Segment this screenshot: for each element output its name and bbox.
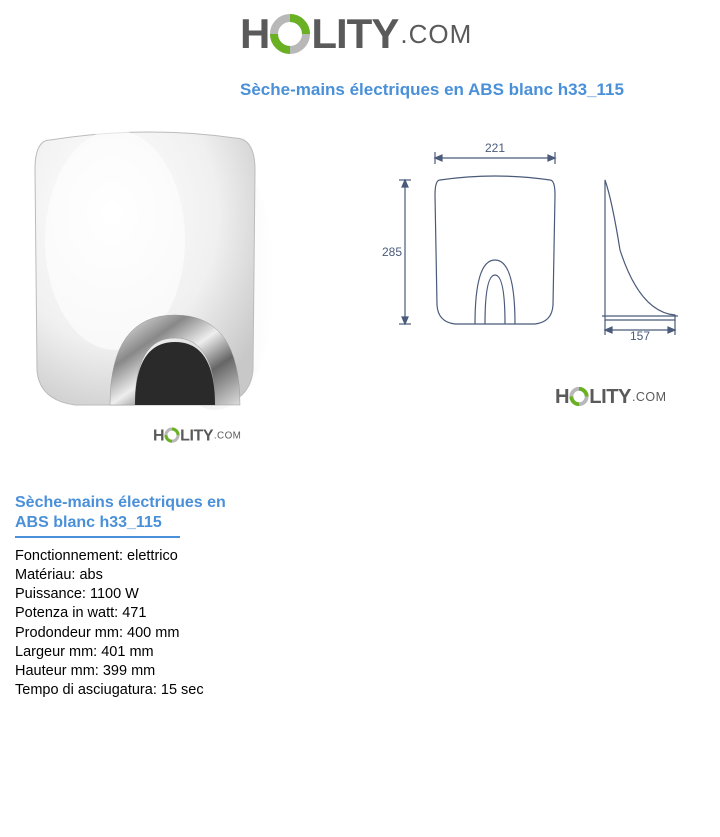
diagram-width-label: 221 [485,141,505,155]
logo-ring-icon [165,428,180,443]
logo-text-h: H [153,426,164,444]
logo-text-h: H [555,385,569,408]
spec-row: Tempo di asciugatura: 15 sec [15,681,204,700]
logo-ring-icon [570,387,589,406]
logo-text-lity: LITY [180,426,213,444]
brand-logo-watermark-1: H LITY .COM [153,426,241,444]
product-title: Sèche-mains électriques en ABS blanc h33… [240,80,624,100]
spec-row: Puissance: 1100 W [15,585,204,604]
subtitle-underline [15,536,180,538]
diagram-depth-label: 157 [630,329,650,340]
logo-text-lity: LITY [589,385,631,408]
spec-row: Largeur mm: 401 mm [15,643,204,662]
spec-row: Potenza in watt: 471 [15,604,204,623]
product-subtitle: Sèche-mains électriques en ABS blanc h33… [15,493,245,533]
logo-text-com: .COM [214,429,241,441]
spec-row: Matériau: abs [15,566,204,585]
logo-text-h: H [240,10,269,58]
diagram-height-label: 285 [382,245,402,259]
spec-row: Prodondeur mm: 400 mm [15,624,204,643]
logo-text-lity: LITY [311,10,398,58]
spec-list: Fonctionnement: elettrico Matériau: abs … [15,547,204,700]
logo-ring-icon [270,14,310,54]
technical-diagram: 221 285 157 [380,140,690,340]
brand-logo-main: H LITY .COM [240,10,472,58]
spec-row: Hauteur mm: 399 mm [15,662,204,681]
spec-row: Fonctionnement: elettrico [15,547,204,566]
logo-text-com: .COM [632,389,667,404]
brand-logo-watermark-2: H LITY .COM [555,385,666,408]
product-photo [15,120,275,460]
logo-text-com: .COM [400,19,472,50]
